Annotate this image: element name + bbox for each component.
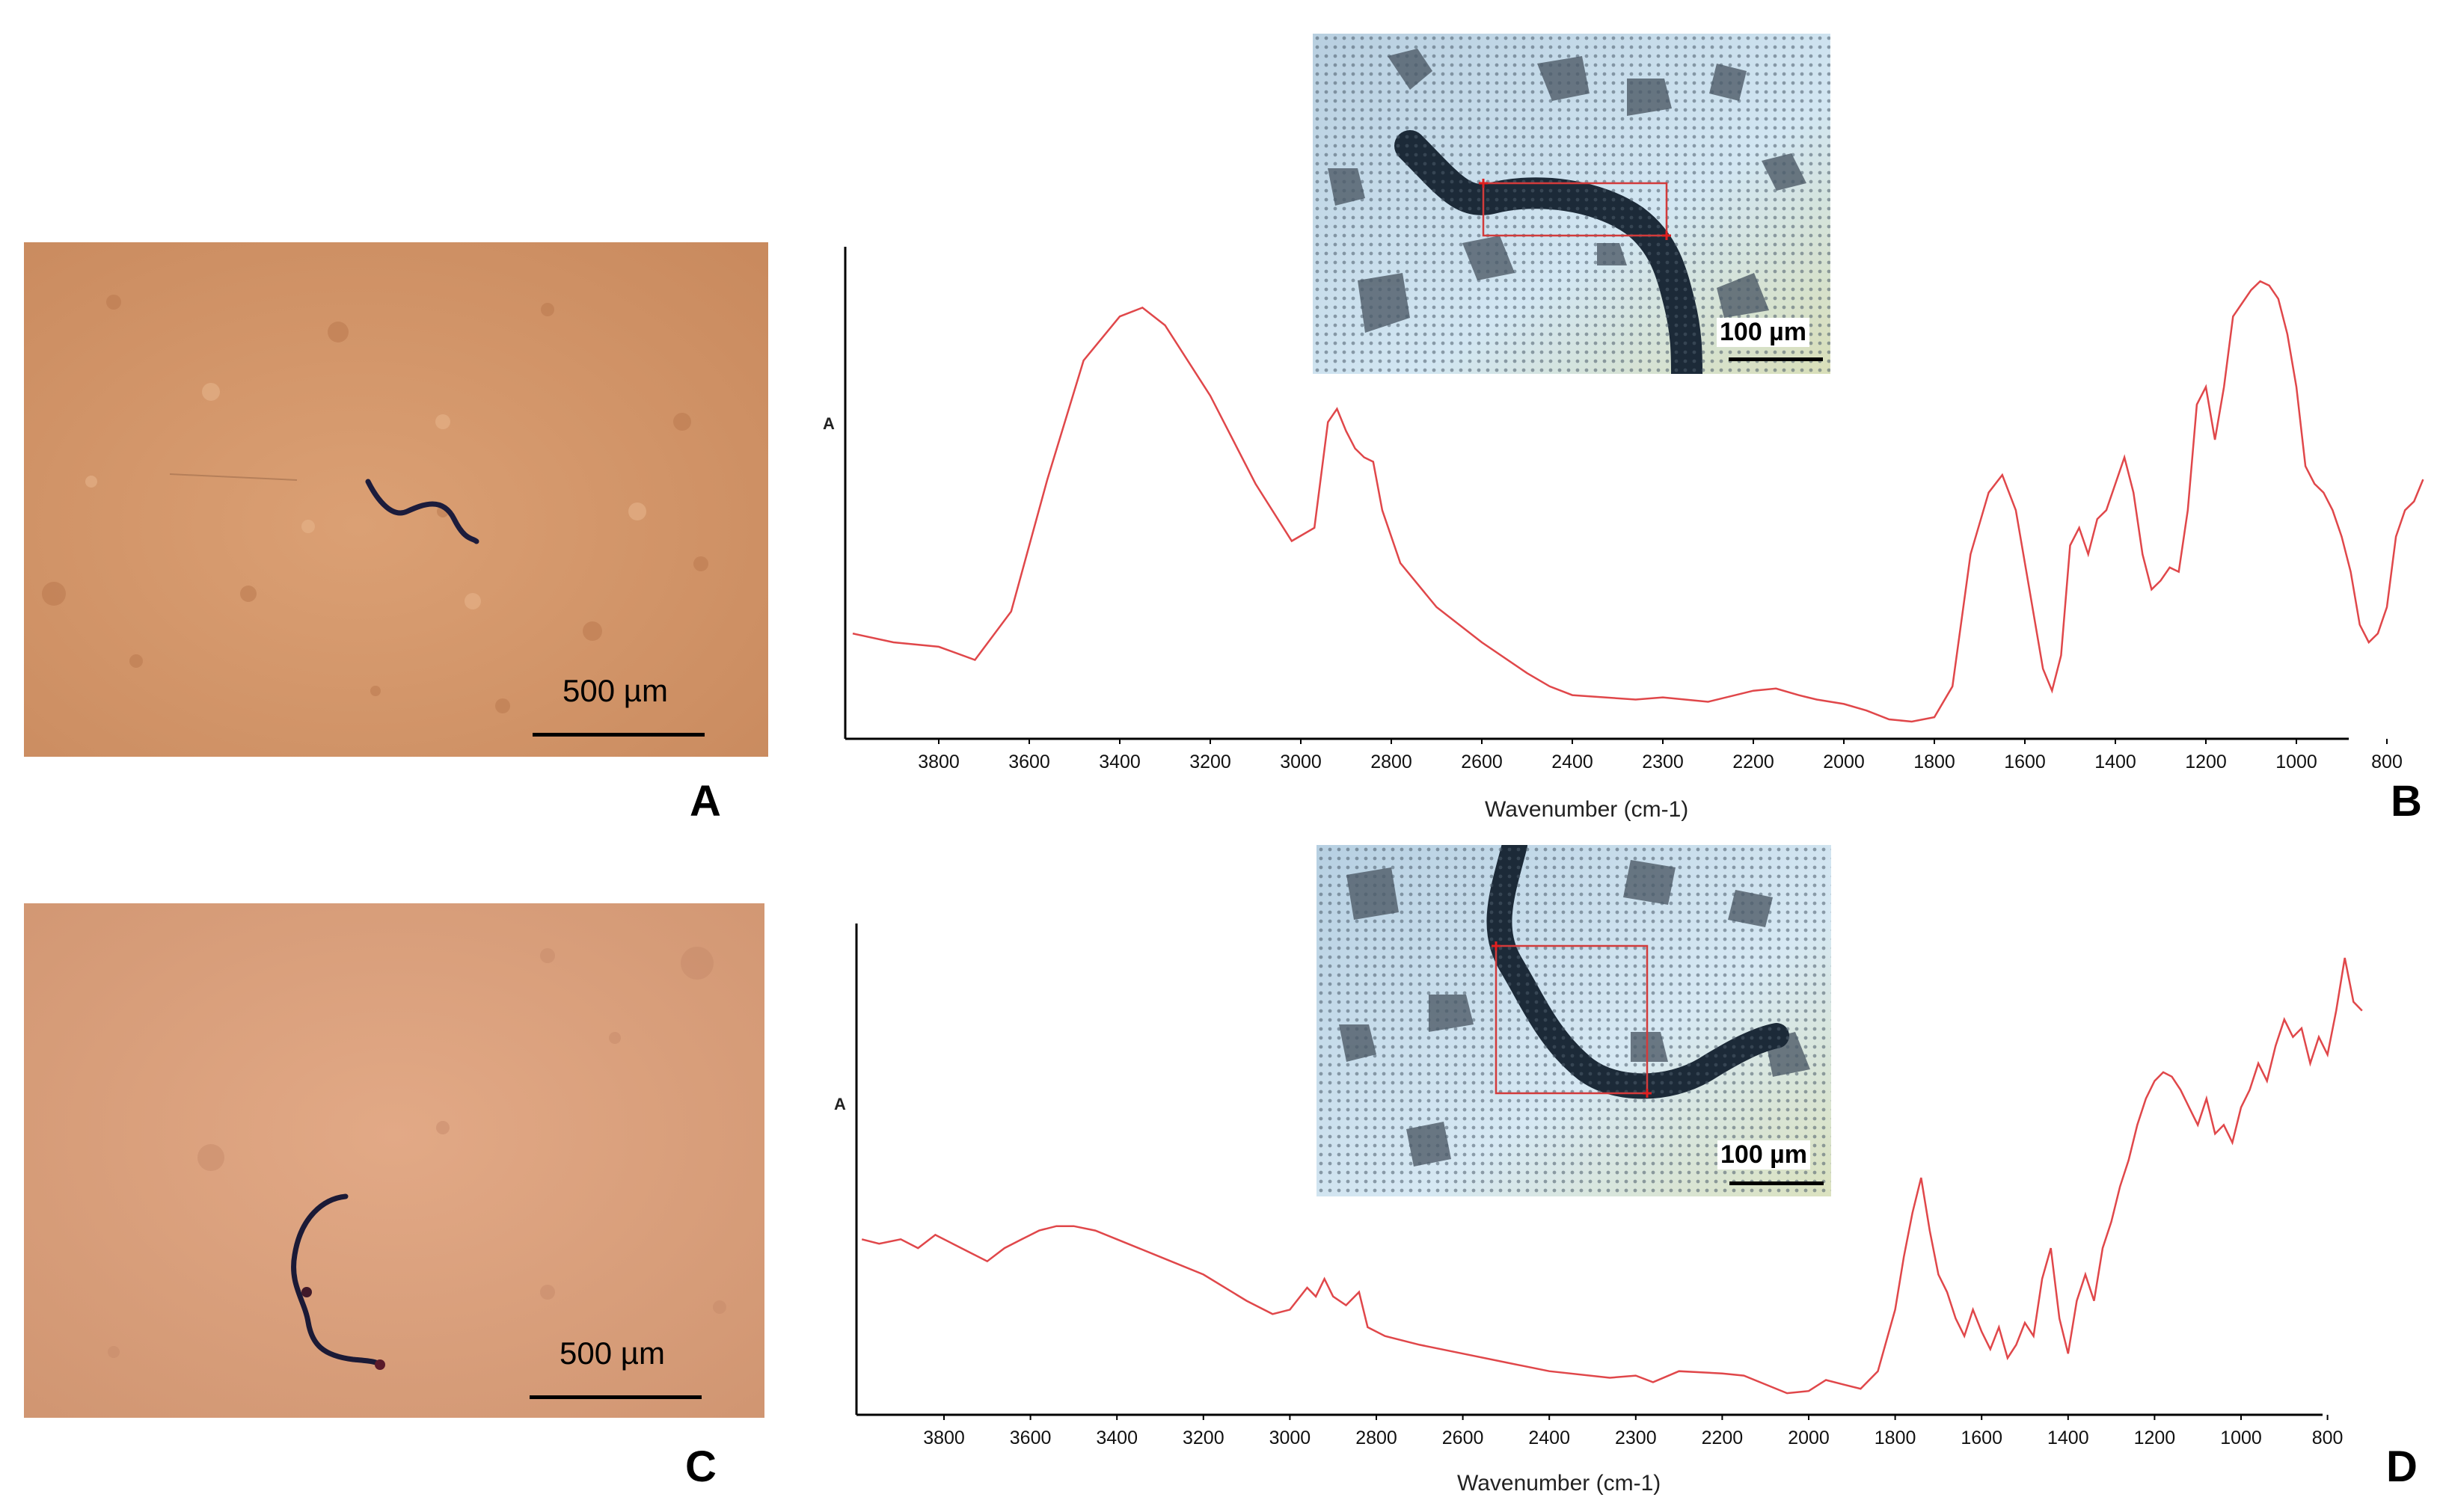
x-tick-label: 3800 (923, 1428, 965, 1448)
x-axis-title-b: Wavenumber (cm-1) (1485, 797, 1688, 822)
x-axis-title-d: Wavenumber (cm-1) (1457, 1471, 1661, 1496)
x-tick-label: 1400 (2047, 1428, 2089, 1448)
photo-c-image (24, 903, 764, 1418)
x-tick-label: 3600 (1008, 752, 1050, 772)
scale-label-c: 500 µm (560, 1336, 665, 1371)
y-axis-label-b: A (823, 414, 835, 433)
inset-scale-bar-b (1729, 357, 1823, 361)
x-tick-label: 1600 (2004, 752, 2046, 772)
spectrum-panel-b: A Wavenumber (cm-1) 3800 3600 3400 3200 3000… (823, 247, 2424, 822)
x-tick-label: 3200 (1189, 752, 1231, 772)
x-tick-label: 3600 (1010, 1428, 1052, 1448)
x-tick-label: 2600 (1461, 752, 1503, 772)
x-tick-label: 3400 (1099, 752, 1141, 772)
x-tick-label: 2400 (1528, 1428, 1570, 1448)
spectrum-line-d (861, 957, 2363, 1395)
x-tick-label: 800 (2312, 1428, 2344, 1448)
inset-d-image (1316, 845, 1831, 1196)
x-tick-label: 3000 (1269, 1428, 1311, 1448)
x-tick-label: 3000 (1280, 752, 1322, 772)
x-tick-label: 1600 (1961, 1428, 2002, 1448)
x-tick-label: 1800 (1913, 752, 1955, 772)
x-ticks-d: 3800 3600 3400 3200 3000 2800 2600 2400 2300 2200… (923, 1415, 2343, 1448)
x-tick-label: 1200 (2134, 1428, 2176, 1448)
inset-scale-label-b: 100 µm (1717, 318, 1809, 347)
x-tick-label: 3200 (1183, 1428, 1224, 1448)
x-tick-label: 2800 (1355, 1428, 1397, 1448)
x-tick-label: 2300 (1615, 1428, 1657, 1448)
microscope-photo-c (24, 903, 764, 1418)
inset-scale-bar-d (1729, 1181, 1824, 1185)
scale-label-a: 500 µm (563, 673, 668, 708)
x-tick-label: 1800 (1875, 1428, 1916, 1448)
inset-b-image (1313, 34, 1830, 374)
x-tick-label: 3800 (918, 752, 960, 772)
microscope-photo-a (24, 242, 768, 757)
y-axis-label-d: A (834, 1095, 846, 1113)
panel-letter-c: C (685, 1442, 717, 1491)
x-ticks-b: 3800 3600 3400 3200 3000 2800 2600 2400 2300 2200… (918, 739, 2403, 772)
inset-scale-label-d: 100 µm (1717, 1140, 1810, 1170)
x-tick-label: 1200 (2185, 752, 2227, 772)
scale-bar-a (533, 733, 705, 737)
x-tick-label: 2400 (1551, 752, 1593, 772)
panel-letter-b: B (2391, 777, 2422, 826)
x-tick-label: 2800 (1370, 752, 1412, 772)
x-tick-label: 2000 (1788, 1428, 1830, 1448)
x-tick-label: 800 (2371, 752, 2403, 772)
x-tick-label: 2200 (1702, 1428, 1744, 1448)
fiber-inset-d: 100 µm (1316, 845, 1831, 1196)
spectrum-line-b (852, 280, 2424, 723)
panel-letter-d: D (2386, 1442, 2418, 1491)
x-tick-label: 2200 (1732, 752, 1774, 772)
x-tick-label: 2300 (1642, 752, 1684, 772)
fiber-inset-b: 100 µm (1313, 34, 1830, 374)
x-tick-label: 3400 (1096, 1428, 1138, 1448)
scale-bar-c (530, 1395, 702, 1399)
spectrum-panel-d: A Wavenumber (cm-1) 3800 3600 3400 3200 3000… (834, 924, 2363, 1496)
x-tick-label: 1000 (2275, 752, 2317, 772)
panel-letter-a: A (690, 777, 721, 826)
x-tick-label: 1400 (2094, 752, 2136, 772)
photo-a-image (24, 242, 768, 757)
x-tick-label: 2600 (1442, 1428, 1484, 1448)
x-tick-label: 2000 (1823, 752, 1865, 772)
x-tick-label: 1000 (2220, 1428, 2262, 1448)
